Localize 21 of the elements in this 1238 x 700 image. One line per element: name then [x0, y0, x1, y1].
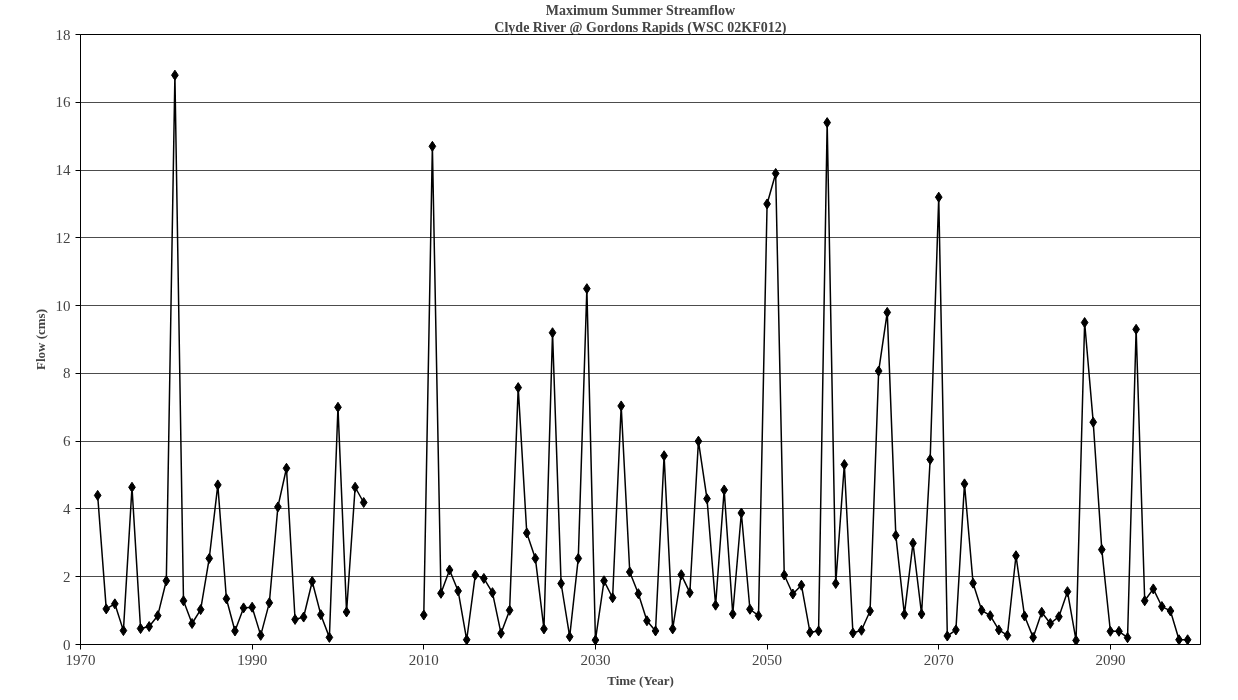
x-tick-label: 2030: [580, 651, 611, 668]
chart-subtitle: Clyde River @ Gordons Rapids (WSC 02KF012): [494, 19, 787, 36]
y-tick-label: 14: [55, 162, 71, 179]
y-tick-label: 8: [63, 365, 71, 382]
x-tick-label: 1970: [65, 651, 96, 668]
y-tick-label: 12: [55, 229, 71, 246]
x-tick-label: 1990: [237, 651, 268, 668]
y-tick-label: 6: [63, 433, 71, 450]
y-tick-label: 10: [55, 297, 71, 314]
x-tick-label: 2010: [408, 651, 439, 668]
y-tick-label: 0: [63, 636, 71, 653]
y-tick-label: 18: [55, 26, 71, 43]
x-axis-title: Time (Year): [607, 672, 674, 688]
y-tick-label: 16: [55, 94, 71, 111]
x-tick-label: 2050: [752, 651, 783, 668]
x-tick-label: 2090: [1095, 651, 1126, 668]
x-tick-label: 2070: [923, 651, 954, 668]
chart-title: Maximum Summer Streamflow: [545, 2, 736, 18]
y-axis-title: Flow (cms): [32, 308, 48, 370]
y-tick-label: 2: [63, 568, 71, 585]
y-tick-label: 4: [63, 500, 71, 517]
